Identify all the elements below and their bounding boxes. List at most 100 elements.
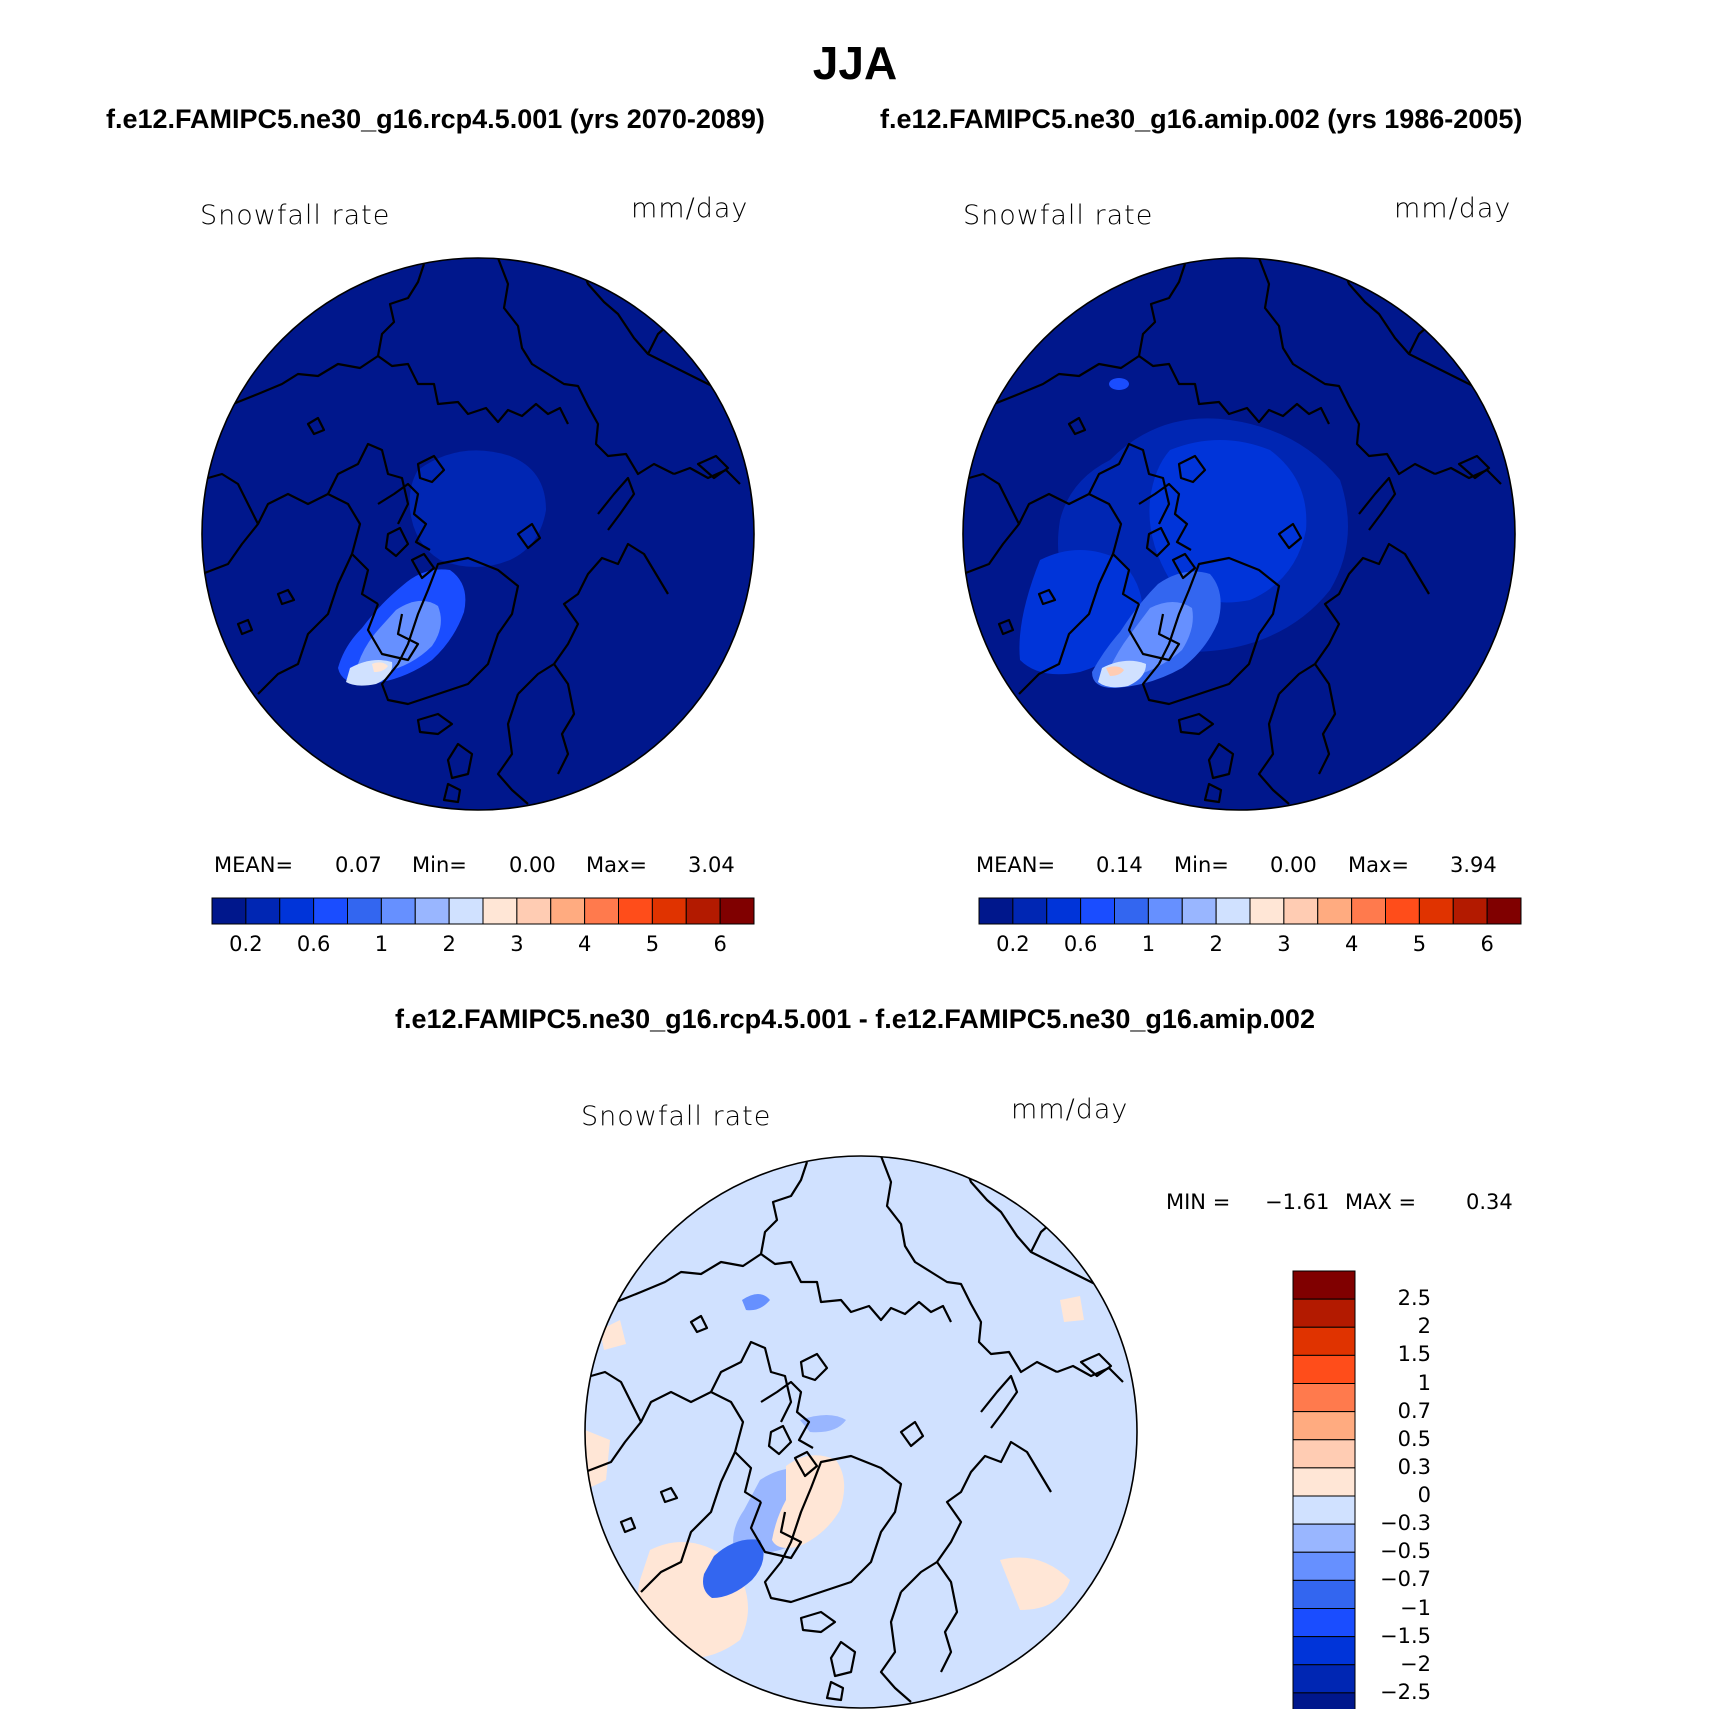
panel-2-colorbar-swatch <box>1385 897 1420 925</box>
diff-variable-label: Snowfall rate <box>581 1101 772 1132</box>
diff-units-label: mm/day <box>1011 1094 1129 1125</box>
diff-min-value: −1.61 <box>1265 1190 1330 1214</box>
panel-1-units-label: mm/day <box>631 193 749 224</box>
panel-1-colorbar-swatch <box>414 897 450 925</box>
panel-1-variable-label: Snowfall rate <box>200 200 391 231</box>
panel-2-max-value: 3.94 <box>1450 853 1497 877</box>
panel-2-min-label: Min= <box>1174 853 1229 877</box>
panel-2-colorbar <box>978 897 1522 925</box>
diff-colorbar-swatch <box>1292 1608 1356 1638</box>
panel-1-colorbar-tick-label: 2 <box>442 932 456 956</box>
panel-2-min-value: 0.00 <box>1270 853 1317 877</box>
diff-max-value: 0.34 <box>1466 1190 1513 1214</box>
panel-2-colorbar-tick-label: 3 <box>1277 932 1291 956</box>
panel-1-colorbar-tick-label: 0.2 <box>229 932 263 956</box>
diff-colorbar-swatch <box>1292 1354 1356 1384</box>
panel-1-colorbar-tick-label: 1 <box>374 932 389 956</box>
diff-colorbar-swatch <box>1292 1551 1356 1581</box>
diff-colorbar-swatch <box>1292 1411 1356 1441</box>
panel-1-case-title: f.e12.FAMIPC5.ne30_g16.rcp4.5.001 (yrs 2… <box>106 104 765 134</box>
panel-2-variable-label: Snowfall rate <box>963 200 1154 231</box>
panel-2-colorbar-tick-label: 1 <box>1141 932 1156 956</box>
panel-2-colorbar-tick-label: 2 <box>1209 932 1223 956</box>
panel-1-colorbar-tick-label: 0.6 <box>296 932 331 956</box>
diff-map <box>584 1155 1138 1709</box>
panel-2-colorbar-tick-label: 0.6 <box>1063 932 1098 956</box>
diff-colorbar-tick-label: −2 <box>1400 1651 1431 1676</box>
diff-colorbar-tick-label: 2 <box>1417 1314 1431 1339</box>
panel-1-colorbar-swatch <box>618 897 653 925</box>
panel-2-mean-label: MEAN= <box>976 853 1056 877</box>
diff-colorbar-swatch <box>1292 1664 1356 1694</box>
panel-2-colorbar-tick-label: 6 <box>1480 932 1494 956</box>
page-title: JJA <box>812 37 898 89</box>
panel-1-colorbar <box>211 897 755 925</box>
diff-min-label: MIN = <box>1166 1190 1231 1214</box>
panel-2-units-label: mm/day <box>1394 193 1512 224</box>
panel-1-colorbar-swatch <box>448 897 484 925</box>
panel-1-colorbar-swatch <box>245 897 281 925</box>
panel-1-colorbar-swatch <box>651 897 687 925</box>
panel-1-colorbar-swatch <box>380 897 416 925</box>
panel-1-colorbar-tick-label: 6 <box>713 932 727 956</box>
panel-2-colorbar-swatch <box>1317 897 1353 925</box>
diff-colorbar-tick-label: 0 <box>1417 1483 1431 1507</box>
diff-panel-title: f.e12.FAMIPC5.ne30_g16.rcp4.5.001 - f.e1… <box>395 1004 1315 1034</box>
panel-2-colorbar-swatch <box>1351 897 1386 925</box>
panel-1-colorbar-swatch <box>550 897 586 925</box>
panel-2-colorbar-swatch <box>1181 897 1217 925</box>
panel-2-map <box>962 257 1516 811</box>
diff-colorbar-tick-label: 1 <box>1417 1370 1431 1395</box>
diff-colorbar-swatch <box>1292 1383 1356 1413</box>
diff-colorbar-swatch <box>1292 1495 1356 1525</box>
panel-1-colorbar-swatch <box>313 897 348 925</box>
panel-1-max-label: Max= <box>586 853 648 877</box>
panel-2-colorbar-swatch <box>978 897 1014 925</box>
diff-colorbar-swatch <box>1292 1298 1356 1328</box>
diff-colorbar-tick-label: 0.7 <box>1397 1398 1431 1423</box>
panel-1-colorbar-swatch <box>584 897 619 925</box>
diff-colorbar-swatch <box>1292 1467 1356 1497</box>
panel-1-min-value: 0.00 <box>509 853 556 877</box>
diff-colorbar-swatch <box>1292 1439 1356 1469</box>
panel-2-colorbar-swatch <box>1283 897 1319 925</box>
diff-colorbar-tick-label: −0.3 <box>1380 1511 1431 1536</box>
panel-2-case-title: f.e12.FAMIPC5.ne30_g16.amip.002 (yrs 198… <box>880 104 1523 134</box>
diff-colorbar-tick-label: 1.5 <box>1397 1342 1431 1367</box>
diff-colorbar-swatch <box>1292 1579 1356 1609</box>
panel-1-colorbar-tick-label: 4 <box>577 932 592 956</box>
diff-colorbar-tick-label: −1 <box>1400 1595 1431 1620</box>
panel-2-colorbar-swatch <box>1147 897 1183 925</box>
diff-colorbar-swatch <box>1292 1326 1356 1356</box>
panel-1-colorbar-swatch <box>482 897 518 925</box>
panel-2-mean-value: 0.14 <box>1096 853 1143 877</box>
diff-colorbar-tick-label: −0.5 <box>1380 1539 1431 1564</box>
diff-colorbar-tick-label: −2.5 <box>1380 1679 1431 1704</box>
diff-colorbar-swatch <box>1292 1692 1356 1709</box>
panel-1-colorbar-swatch <box>685 897 721 925</box>
panel-2-colorbar-swatch <box>1215 897 1251 925</box>
panel-1-max-value: 3.04 <box>688 853 735 877</box>
panel-1-colorbar-swatch <box>279 897 315 925</box>
panel-2-colorbar-swatch <box>1012 897 1048 925</box>
diff-colorbar-tick-label: 0.5 <box>1397 1426 1431 1451</box>
panel-2-colorbar-swatch <box>1249 897 1285 925</box>
panel-2-max-label: Max= <box>1348 853 1410 877</box>
panel-1-map <box>201 257 755 811</box>
panel-1-colorbar-swatch <box>516 897 552 925</box>
panel-2-colorbar-swatch <box>1114 897 1149 925</box>
panel-2-colorbar-swatch <box>1452 897 1488 925</box>
panel-1-mean-value: 0.07 <box>335 853 382 877</box>
panel-1-colorbar-swatch <box>211 897 247 925</box>
panel-1-colorbar-tick-label: 3 <box>510 932 524 956</box>
diff-colorbar-swatch <box>1292 1270 1356 1300</box>
diff-colorbar-swatch <box>1292 1523 1356 1553</box>
panel-1-colorbar-tick-label: 5 <box>645 932 660 956</box>
panel-2-colorbar-tick-label: 4 <box>1344 932 1359 956</box>
diff-max-label: MAX = <box>1345 1190 1417 1214</box>
panel-2-colorbar-swatch <box>1418 897 1454 925</box>
panel-2-colorbar-tick-label: 5 <box>1412 932 1427 956</box>
diff-colorbar-tick-label: 0.3 <box>1397 1454 1431 1479</box>
diff-colorbar-tick-label: 2.5 <box>1397 1286 1431 1311</box>
panel-1-mean-label: MEAN= <box>214 853 294 877</box>
